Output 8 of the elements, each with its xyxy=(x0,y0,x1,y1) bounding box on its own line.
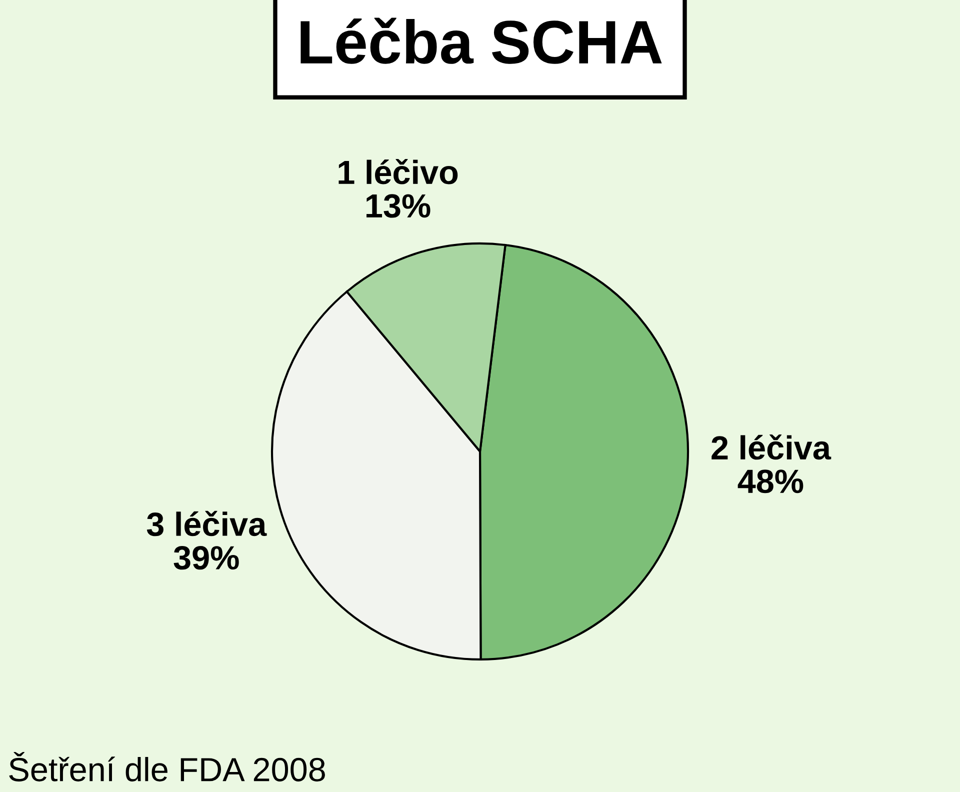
data-label: 48% xyxy=(738,470,804,494)
data-label: 13% xyxy=(366,194,430,218)
slice-label: 2 léčiva xyxy=(712,434,832,460)
slice-label: 3 léčiva xyxy=(146,510,267,536)
text: Šetření dle FDA 2008 xyxy=(9,752,325,782)
slice-label: 1 léčivo xyxy=(338,159,458,184)
data-label: 39% xyxy=(174,546,239,570)
chart-title: Léčba SCHA xyxy=(300,18,662,64)
